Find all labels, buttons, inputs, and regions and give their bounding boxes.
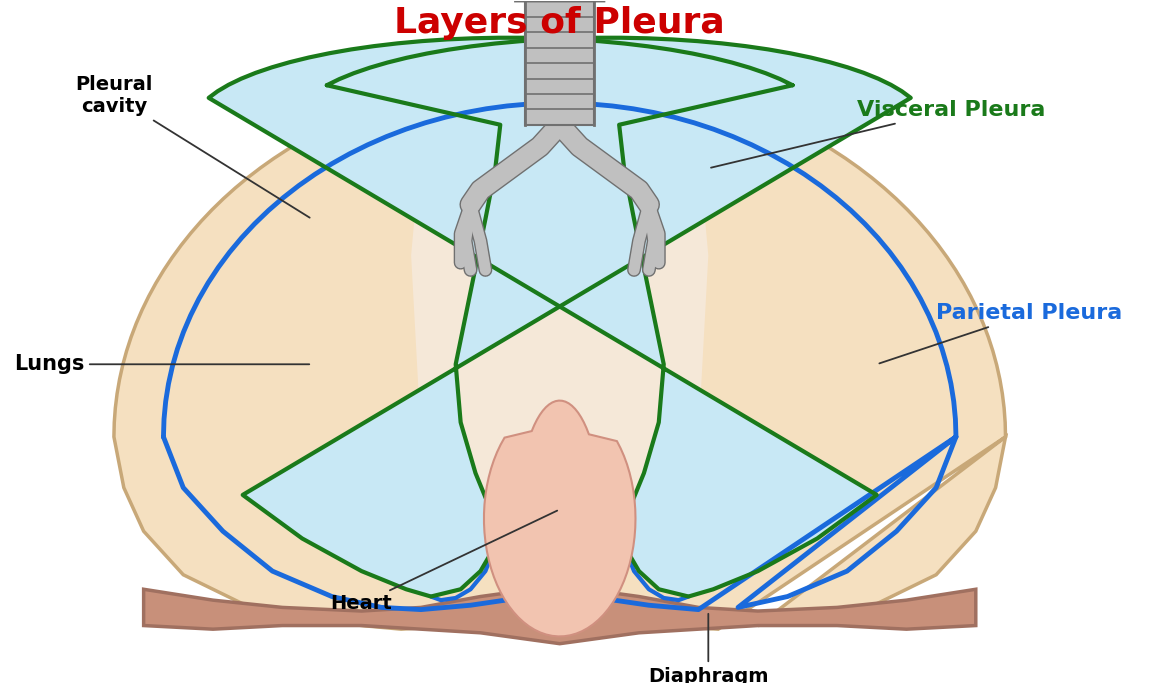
Text: Lungs: Lungs [14,354,309,374]
Polygon shape [411,89,709,579]
Polygon shape [525,1,594,125]
Polygon shape [242,38,911,596]
Polygon shape [209,38,877,596]
Text: Diaphragm: Diaphragm [649,614,769,683]
Text: Parietal Pleura: Parietal Pleura [879,303,1123,363]
Polygon shape [143,585,976,643]
Text: Visceral Pleura: Visceral Pleura [711,100,1046,167]
Polygon shape [484,401,636,637]
Polygon shape [114,74,1005,640]
Text: Pleural
cavity: Pleural cavity [75,75,309,218]
Text: Layers of Pleura: Layers of Pleura [395,6,725,40]
Text: Heart: Heart [331,511,557,613]
Polygon shape [515,0,605,1]
